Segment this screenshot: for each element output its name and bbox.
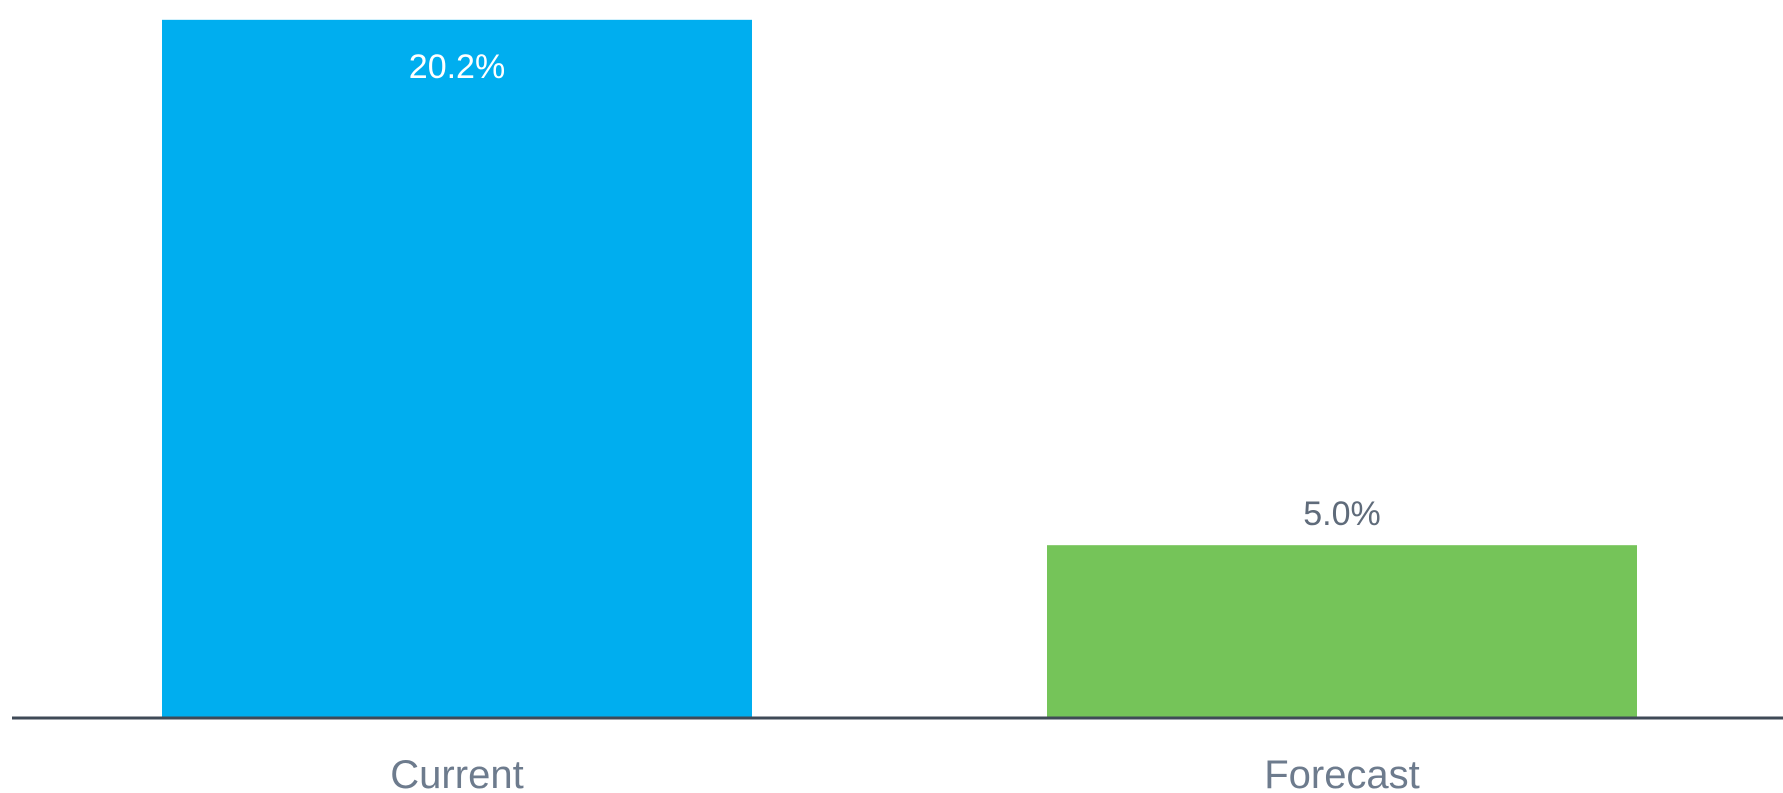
bar-forecast xyxy=(1047,545,1637,718)
value-label-forecast: 5.0% xyxy=(1303,495,1381,533)
category-label-current: Current xyxy=(390,753,523,793)
category-label-forecast: Forecast xyxy=(1264,753,1420,793)
bar-current xyxy=(162,19,752,718)
labels-layer: 20.2% Current 5.0% Forecast xyxy=(390,48,1420,793)
value-label-current: 20.2% xyxy=(409,48,505,86)
bars-layer xyxy=(162,19,1637,718)
